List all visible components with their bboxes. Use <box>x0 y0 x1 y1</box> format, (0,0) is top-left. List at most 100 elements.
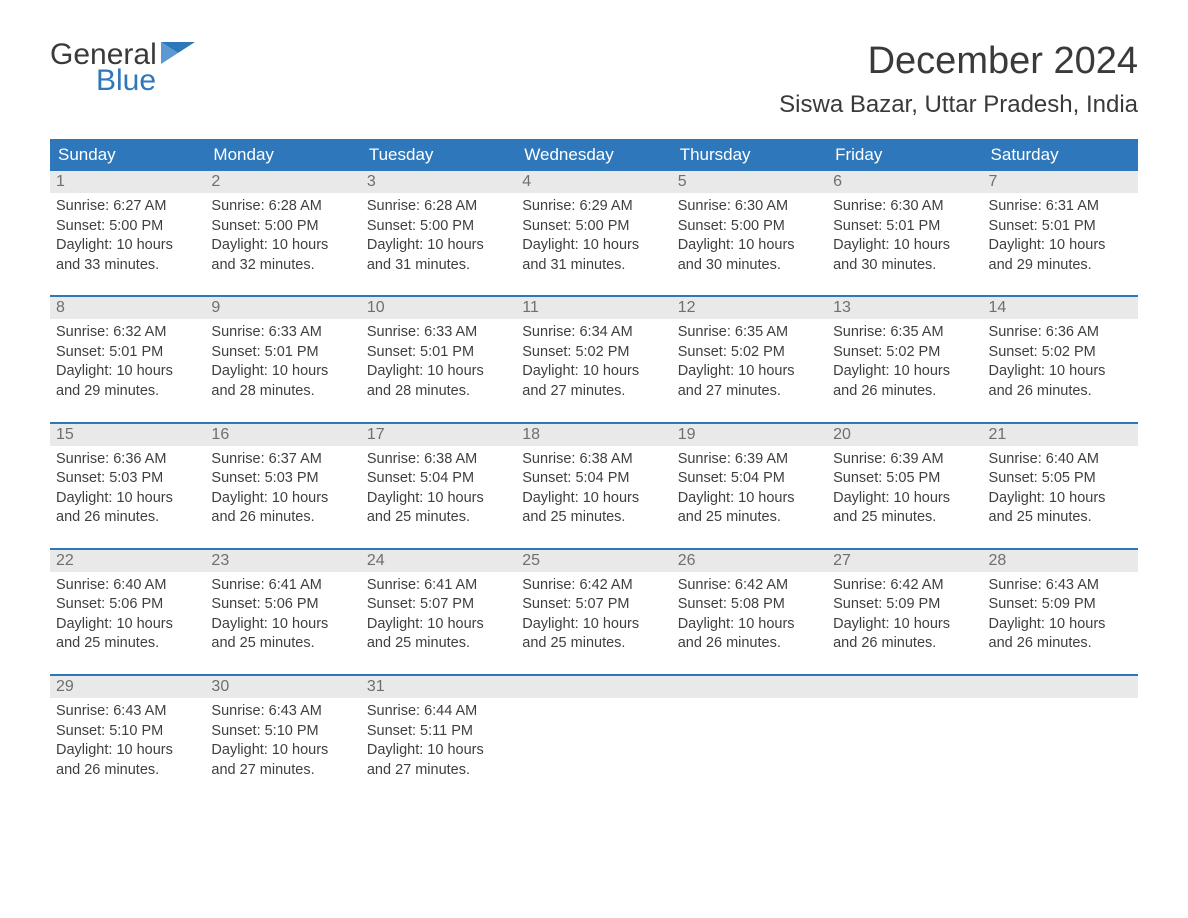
day-cell: 3Sunrise: 6:28 AMSunset: 5:00 PMDaylight… <box>361 171 516 281</box>
day-cell: 27Sunrise: 6:42 AMSunset: 5:09 PMDayligh… <box>827 550 982 660</box>
logo-flag-icon <box>161 40 195 70</box>
day-cell: 26Sunrise: 6:42 AMSunset: 5:08 PMDayligh… <box>672 550 827 660</box>
day-number: 6 <box>827 171 982 193</box>
sunset-line: Sunset: 5:01 PM <box>56 343 199 363</box>
day-number: 29 <box>50 676 205 698</box>
sunset-line: Sunset: 5:02 PM <box>678 343 821 363</box>
day-number: 13 <box>827 297 982 319</box>
day-body: Sunrise: 6:42 AMSunset: 5:09 PMDaylight:… <box>827 572 982 660</box>
daylight-line-1: Daylight: 10 hours <box>989 236 1132 256</box>
sunrise-line: Sunrise: 6:28 AM <box>367 197 510 217</box>
day-body: Sunrise: 6:35 AMSunset: 5:02 PMDaylight:… <box>827 319 982 407</box>
day-cell: 12Sunrise: 6:35 AMSunset: 5:02 PMDayligh… <box>672 297 827 407</box>
day-number <box>827 676 982 698</box>
sunrise-line: Sunrise: 6:32 AM <box>56 323 199 343</box>
day-number: 7 <box>983 171 1138 193</box>
daylight-line-2: and 26 minutes. <box>989 382 1132 402</box>
day-body: Sunrise: 6:41 AMSunset: 5:06 PMDaylight:… <box>205 572 360 660</box>
day-body: Sunrise: 6:28 AMSunset: 5:00 PMDaylight:… <box>205 193 360 281</box>
sunset-line: Sunset: 5:04 PM <box>367 469 510 489</box>
day-cell: 2Sunrise: 6:28 AMSunset: 5:00 PMDaylight… <box>205 171 360 281</box>
sunrise-line: Sunrise: 6:28 AM <box>211 197 354 217</box>
day-cell: 10Sunrise: 6:33 AMSunset: 5:01 PMDayligh… <box>361 297 516 407</box>
day-body: Sunrise: 6:43 AMSunset: 5:10 PMDaylight:… <box>205 698 360 786</box>
day-cell: 23Sunrise: 6:41 AMSunset: 5:06 PMDayligh… <box>205 550 360 660</box>
daylight-line-1: Daylight: 10 hours <box>56 236 199 256</box>
day-cell: 15Sunrise: 6:36 AMSunset: 5:03 PMDayligh… <box>50 424 205 534</box>
day-cell: 21Sunrise: 6:40 AMSunset: 5:05 PMDayligh… <box>983 424 1138 534</box>
sunrise-line: Sunrise: 6:39 AM <box>678 450 821 470</box>
daylight-line-1: Daylight: 10 hours <box>367 615 510 635</box>
day-cell: 22Sunrise: 6:40 AMSunset: 5:06 PMDayligh… <box>50 550 205 660</box>
day-cell: 17Sunrise: 6:38 AMSunset: 5:04 PMDayligh… <box>361 424 516 534</box>
day-cell <box>827 676 982 786</box>
sunset-line: Sunset: 5:00 PM <box>522 217 665 237</box>
day-body: Sunrise: 6:34 AMSunset: 5:02 PMDaylight:… <box>516 319 671 407</box>
daylight-line-2: and 25 minutes. <box>56 634 199 654</box>
day-number: 18 <box>516 424 671 446</box>
day-cell: 31Sunrise: 6:44 AMSunset: 5:11 PMDayligh… <box>361 676 516 786</box>
day-body: Sunrise: 6:42 AMSunset: 5:07 PMDaylight:… <box>516 572 671 660</box>
title-block: December 2024 Siswa Bazar, Uttar Pradesh… <box>779 40 1138 119</box>
day-cell <box>983 676 1138 786</box>
daylight-line-2: and 33 minutes. <box>56 256 199 276</box>
sunset-line: Sunset: 5:07 PM <box>367 595 510 615</box>
daylight-line-1: Daylight: 10 hours <box>211 741 354 761</box>
daylight-line-1: Daylight: 10 hours <box>367 236 510 256</box>
daylight-line-1: Daylight: 10 hours <box>678 362 821 382</box>
day-body: Sunrise: 6:30 AMSunset: 5:00 PMDaylight:… <box>672 193 827 281</box>
day-body: Sunrise: 6:37 AMSunset: 5:03 PMDaylight:… <box>205 446 360 534</box>
day-number: 20 <box>827 424 982 446</box>
daylight-line-2: and 27 minutes. <box>211 761 354 781</box>
sunset-line: Sunset: 5:03 PM <box>56 469 199 489</box>
day-body: Sunrise: 6:41 AMSunset: 5:07 PMDaylight:… <box>361 572 516 660</box>
day-number: 16 <box>205 424 360 446</box>
daylight-line-2: and 25 minutes. <box>522 634 665 654</box>
daylight-line-1: Daylight: 10 hours <box>678 615 821 635</box>
daylight-line-1: Daylight: 10 hours <box>522 236 665 256</box>
day-number: 24 <box>361 550 516 572</box>
daylight-line-1: Daylight: 10 hours <box>678 489 821 509</box>
daylight-line-2: and 28 minutes. <box>211 382 354 402</box>
sunrise-line: Sunrise: 6:30 AM <box>833 197 976 217</box>
day-cell: 8Sunrise: 6:32 AMSunset: 5:01 PMDaylight… <box>50 297 205 407</box>
day-number: 31 <box>361 676 516 698</box>
daylight-line-2: and 30 minutes. <box>678 256 821 276</box>
logo: General Blue <box>50 40 195 96</box>
daylight-line-2: and 25 minutes. <box>678 508 821 528</box>
week-row: 8Sunrise: 6:32 AMSunset: 5:01 PMDaylight… <box>50 295 1138 407</box>
sunrise-line: Sunrise: 6:40 AM <box>56 576 199 596</box>
dow-cell: Wednesday <box>516 139 671 171</box>
sunrise-line: Sunrise: 6:38 AM <box>367 450 510 470</box>
day-cell: 30Sunrise: 6:43 AMSunset: 5:10 PMDayligh… <box>205 676 360 786</box>
day-number: 1 <box>50 171 205 193</box>
day-cell: 29Sunrise: 6:43 AMSunset: 5:10 PMDayligh… <box>50 676 205 786</box>
sunset-line: Sunset: 5:08 PM <box>678 595 821 615</box>
sunset-line: Sunset: 5:09 PM <box>833 595 976 615</box>
day-number: 26 <box>672 550 827 572</box>
daylight-line-1: Daylight: 10 hours <box>56 741 199 761</box>
sunset-line: Sunset: 5:00 PM <box>678 217 821 237</box>
day-number: 14 <box>983 297 1138 319</box>
daylight-line-2: and 25 minutes. <box>989 508 1132 528</box>
day-body: Sunrise: 6:33 AMSunset: 5:01 PMDaylight:… <box>205 319 360 407</box>
sunrise-line: Sunrise: 6:36 AM <box>56 450 199 470</box>
sunrise-line: Sunrise: 6:27 AM <box>56 197 199 217</box>
sunrise-line: Sunrise: 6:35 AM <box>678 323 821 343</box>
dow-cell: Friday <box>827 139 982 171</box>
sunrise-line: Sunrise: 6:43 AM <box>989 576 1132 596</box>
daylight-line-2: and 26 minutes. <box>833 382 976 402</box>
day-number: 21 <box>983 424 1138 446</box>
sunrise-line: Sunrise: 6:36 AM <box>989 323 1132 343</box>
day-body: Sunrise: 6:35 AMSunset: 5:02 PMDaylight:… <box>672 319 827 407</box>
sunrise-line: Sunrise: 6:42 AM <box>522 576 665 596</box>
day-body: Sunrise: 6:39 AMSunset: 5:04 PMDaylight:… <box>672 446 827 534</box>
daylight-line-2: and 25 minutes. <box>367 634 510 654</box>
day-number: 3 <box>361 171 516 193</box>
day-cell: 1Sunrise: 6:27 AMSunset: 5:00 PMDaylight… <box>50 171 205 281</box>
day-cell: 28Sunrise: 6:43 AMSunset: 5:09 PMDayligh… <box>983 550 1138 660</box>
day-body: Sunrise: 6:30 AMSunset: 5:01 PMDaylight:… <box>827 193 982 281</box>
day-number: 22 <box>50 550 205 572</box>
sunrise-line: Sunrise: 6:38 AM <box>522 450 665 470</box>
daylight-line-1: Daylight: 10 hours <box>833 615 976 635</box>
